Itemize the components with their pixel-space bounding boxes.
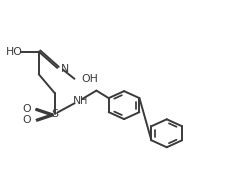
Text: HO: HO xyxy=(6,46,23,57)
Text: O: O xyxy=(23,115,31,125)
Text: S: S xyxy=(51,109,58,119)
Text: N: N xyxy=(72,96,81,107)
Text: N: N xyxy=(60,64,69,74)
Text: H: H xyxy=(80,96,87,106)
Text: OH: OH xyxy=(81,74,97,84)
Text: O: O xyxy=(23,104,31,114)
